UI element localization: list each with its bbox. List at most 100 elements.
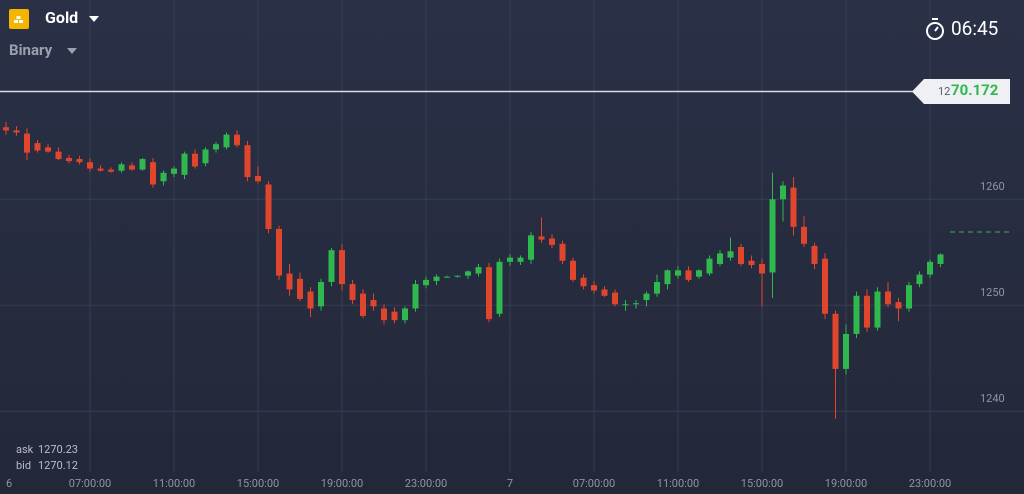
x-tick-label: 23:00:00 [909,477,951,490]
candle-body [108,169,114,172]
candle-body [171,168,177,174]
ask-label: ask [16,443,34,456]
candle-body [927,261,933,275]
candle-body [622,304,629,306]
candle-body [328,250,335,282]
candle-body [244,145,251,178]
candle-body [223,134,230,148]
asset-caret[interactable] [89,16,99,22]
candle-body [790,187,797,227]
candle-body [45,147,51,152]
y-tick-label: 1260 [980,180,1005,193]
candle-body [822,258,828,314]
candle-body [234,134,240,146]
candle-body [664,270,671,285]
candle-body [591,285,597,291]
candle-body [727,251,734,258]
candle-body [24,133,30,153]
ask-value: 1270.23 [38,443,78,456]
asset-icon-bars [14,16,23,23]
candle-body [580,277,587,287]
candle-body [748,260,755,266]
candle-body [559,243,566,261]
candle-body [685,270,692,280]
timer-icon [926,22,944,40]
candle-body [496,261,503,314]
candle-body [832,313,839,369]
mode-caret[interactable] [67,48,77,54]
candle-body [286,273,293,290]
x-tick-label: 07:00:00 [69,477,111,490]
candle-body [34,143,41,151]
y-tick-label: 1240 [980,392,1005,405]
candle-body [843,333,849,369]
price-tag-prefix: 12 [938,85,950,98]
candle-body [433,276,440,281]
candle-body [276,228,282,276]
candle-body [853,295,860,334]
candle-body [454,275,461,277]
candle-body [465,271,471,276]
candle-body [307,291,314,309]
candle-body [517,257,524,262]
candle-body [202,149,209,164]
timer: 06:45 [951,17,998,40]
candle-body [192,153,198,167]
x-tick-label: 23:00:00 [405,477,447,490]
candle-body [160,172,167,182]
candle-body [601,289,608,296]
candle-body [895,302,902,309]
candle-body [118,164,125,171]
candle-body [97,168,104,171]
price-tag [912,79,1010,104]
candle-body [55,151,62,160]
candle-body [265,184,272,229]
candle-body [181,153,188,175]
candle-body [129,165,135,170]
candle-body [475,267,482,274]
mode-name[interactable]: Binary [9,41,53,59]
candle-body [654,281,660,294]
candle-body [864,295,870,328]
x-tick-label: 19:00:00 [825,477,867,490]
candle-body [360,293,366,316]
asset-name[interactable]: Gold [45,8,78,27]
candle-body [643,293,650,301]
candle-body [937,254,944,264]
candle-body [633,303,639,305]
candle-body [66,157,72,162]
candle-body [538,236,545,240]
bid-label: bid [16,459,31,472]
candle-body [706,258,713,274]
candle-body [423,279,429,286]
candle-body [349,284,356,301]
candle-body [13,130,20,133]
candle-body [675,270,681,276]
candle-body [3,127,9,131]
candles [3,121,944,419]
x-tick-label: 15:00:00 [741,477,783,490]
x-tick-label: 11:00:00 [153,477,195,490]
candle-body [885,291,891,305]
candle-body [381,308,387,321]
candle-body [549,238,555,245]
x-tick-label: 19:00:00 [321,477,363,490]
candle-body [717,253,723,264]
candle-body [759,263,765,274]
candle-body [318,281,324,307]
candle-body [916,274,923,285]
x-tick-label: 7 [507,477,513,490]
candle-body [874,291,881,328]
candle-body [738,247,744,264]
x-tick-label: 15:00:00 [237,477,279,490]
candle-body [801,226,807,244]
timer-hands [932,18,939,32]
candle-body [507,257,513,262]
candle-body [339,250,345,285]
candle-body [402,308,408,321]
x-tick-label: 07:00:00 [573,477,615,490]
